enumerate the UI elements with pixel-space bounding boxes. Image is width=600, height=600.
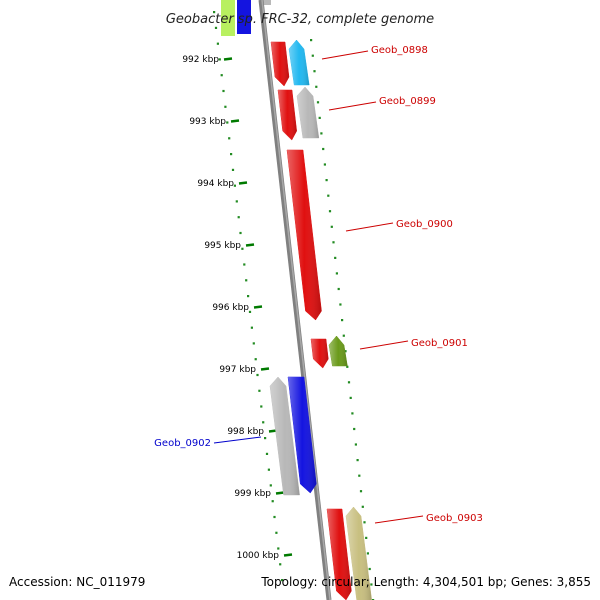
gene-label[interactable]: Geob_0900 [396,219,453,230]
gene-arrow[interactable] [287,376,317,494]
scale-tick-label: 996 kbp [212,303,249,313]
partial-gene-gray [259,0,271,5]
scale-tick [253,305,263,309]
gene-labels: Geob_0898 Geob_0899 Geob_0900 Geob_0901 Geob… [154,45,483,524]
scale-tick-label: 994 kbp [197,179,234,189]
label-connector [359,340,409,350]
genome-backbone [258,0,332,600]
scale-tick [223,57,233,61]
gene-arrow[interactable] [270,41,290,87]
gene-arrow[interactable] [345,506,372,600]
scale-tick [245,243,255,247]
map-title: Geobacter sp. FRC-32, complete genome [166,12,434,27]
gene-arrow[interactable] [296,86,320,139]
gene-arrow[interactable] [269,376,300,496]
gene-arrow[interactable] [326,508,352,600]
dotted-track-left [213,11,284,582]
gene-arrow[interactable] [288,39,310,86]
scale-ticks: 992 kbp 993 kbp 994 kbp 995 kbp 996 kbp 997 k… [182,55,293,561]
dotted-track-right [310,39,375,600]
gene-label[interactable]: Geob_0902 [154,438,211,449]
scale-tick [230,119,240,123]
label-connector [321,50,369,60]
partial-genes-top [221,0,271,36]
label-connector [328,101,377,111]
gene-label[interactable]: Geob_0903 [426,513,483,524]
scale-tick [238,181,248,185]
scale-tick-label: 993 kbp [189,117,226,127]
gene-label[interactable]: Geob_0899 [379,96,436,107]
partial-gene-blue [237,0,251,34]
label-connector [345,222,394,232]
scale-tick [260,367,270,371]
topology-text: Topology: circular; Length: 4,304,501 bp… [260,575,591,589]
scale-tick-label: 1000 kbp [237,551,280,561]
scale-tick-label: 992 kbp [182,55,219,65]
gene-label[interactable]: Geob_0898 [371,45,428,56]
accession-text: Accession: NC_011979 [9,575,145,589]
scale-tick-label: 997 kbp [219,365,256,375]
gene-arrow[interactable] [277,89,297,141]
gene-arrow[interactable] [310,338,329,369]
scale-tick-label: 999 kbp [234,489,271,499]
scale-tick-label: 998 kbp [227,427,264,437]
gene-label[interactable]: Geob_0901 [411,338,468,349]
label-connector [213,436,262,444]
scale-tick [283,553,293,557]
partial-gene-green [221,0,235,36]
label-connector [374,515,424,524]
gene-arrow[interactable] [286,149,322,321]
scale-tick-label: 995 kbp [204,241,241,251]
gene-arrow[interactable] [328,335,348,367]
scale-tick [275,491,285,495]
gene-features [269,39,372,600]
